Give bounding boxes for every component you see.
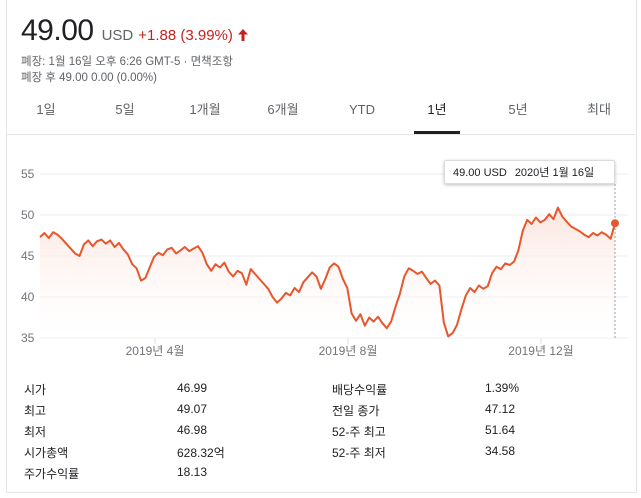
stat-label: 시가	[24, 383, 47, 397]
stat-label: 전일 종가	[332, 404, 380, 418]
stat-value: 34.58	[485, 444, 516, 458]
stat-value: 628.32억	[177, 446, 225, 460]
price-line	[39, 206, 616, 338]
price-change: +1.88 (3.99%)	[138, 27, 233, 44]
tab-1m[interactable]: 1개월	[189, 102, 221, 117]
tooltip-price: 49.00 USD	[453, 167, 507, 179]
last-price-point[interactable]	[611, 219, 619, 228]
tab-1y[interactable]: 1년	[414, 92, 460, 134]
tab-6m[interactable]: 6개월	[267, 102, 299, 117]
close-time-line: 폐장: 1월 16일 오후 6:26 GMT-5 · 면책조항	[21, 56, 233, 68]
tooltip-date: 2020년 1월 16일	[514, 167, 595, 179]
tab-1d[interactable]: 1일	[36, 102, 56, 117]
x-tick-label: 2019년 4월	[126, 344, 185, 358]
y-tick-label: 45	[21, 249, 35, 263]
after-hours-line: 폐장 후 49.00 0.00 (0.00%)	[21, 72, 157, 84]
up-arrow-icon	[237, 28, 248, 46]
stat-value: 1.39%	[485, 381, 520, 395]
active-tab-indicator	[414, 131, 460, 134]
y-tick-label: 35	[21, 331, 35, 345]
tab-5y[interactable]: 5년	[508, 102, 528, 117]
stat-value: 51.64	[485, 423, 516, 437]
x-axis: 2019년 4월 2019년 8월 2019년 12월	[126, 338, 574, 358]
stat-value: 47.12	[485, 402, 516, 416]
tab-max[interactable]: 최대	[587, 102, 611, 117]
stat-label: 52-주 최고	[332, 425, 386, 439]
range-tabs: 1일 5일 1개월 6개월 YTD 1년 5년 최대	[7, 92, 635, 135]
stat-label: 시가총액	[24, 446, 69, 460]
stat-label: 최고	[24, 404, 47, 418]
currency-label: USD	[101, 27, 134, 44]
x-tick-label: 2019년 8월	[319, 344, 378, 358]
y-axis: 55 50 45 40 35	[21, 167, 35, 345]
stat-label: 최저	[24, 425, 47, 439]
price-chart[interactable]: 55 50 45 40 35 2019년 4월 2019년 8월 2019년 12월	[0, 150, 641, 365]
tab-5d[interactable]: 5일	[115, 102, 135, 117]
stat-label: 주가수익률	[24, 467, 80, 481]
stat-value: 46.99	[177, 381, 208, 395]
tab-ytd[interactable]: YTD	[349, 102, 375, 117]
price-area	[40, 207, 615, 338]
chart-tooltip: 49.00 USD 2020년 1월 16일	[444, 160, 615, 184]
stat-value: 49.07	[177, 402, 208, 416]
stat-value: 46.98	[177, 423, 208, 437]
current-price: 49.00	[21, 14, 94, 47]
y-tick-label: 40	[21, 290, 35, 304]
quote-header: 49.00 USD +1.88 (3.99%)	[21, 14, 248, 48]
y-tick-label: 55	[21, 167, 35, 181]
finance-card	[6, 0, 637, 493]
stat-label: 52-주 최저	[332, 446, 386, 460]
x-tick-label: 2019년 12월	[508, 344, 573, 358]
stat-value: 18.13	[177, 465, 208, 479]
stat-label: 배당수익률	[332, 383, 388, 397]
y-tick-label: 50	[21, 208, 35, 222]
